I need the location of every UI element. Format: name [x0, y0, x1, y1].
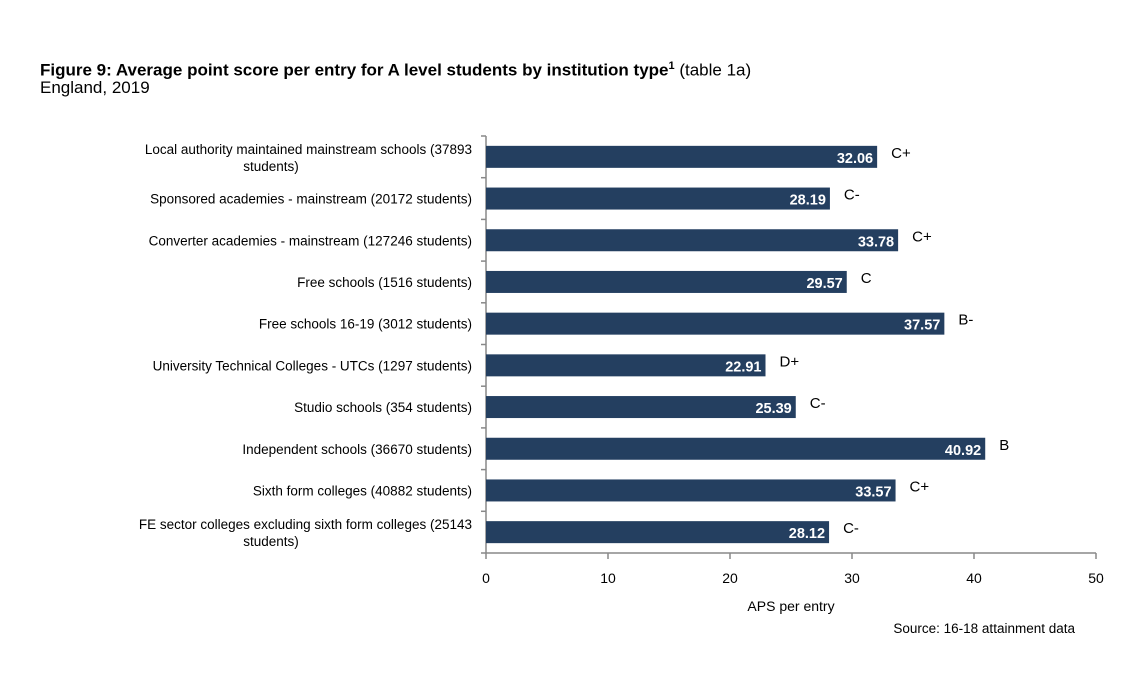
data-label: 28.19: [790, 193, 826, 209]
data-label: 33.57: [855, 484, 891, 500]
data-label: 28.12: [789, 526, 825, 542]
x-tick-label: 30: [844, 570, 860, 586]
data-label: 29.57: [806, 276, 842, 292]
category-label: Independent schools (36670 students): [242, 442, 472, 457]
x-tick-label: 10: [600, 570, 616, 586]
grade-label: C-: [844, 187, 860, 204]
category-label-line2: students): [243, 534, 299, 549]
x-tick-label: 20: [722, 570, 738, 586]
grade-label: C+: [910, 478, 930, 495]
category-label: Sixth form colleges (40882 students): [253, 483, 472, 498]
category-label: Sponsored academies - mainstream (20172 …: [150, 192, 472, 207]
data-label: 22.91: [725, 359, 761, 375]
bar: [486, 396, 796, 419]
chart-title: Figure 9: Average point score per entry …: [40, 60, 752, 80]
category-label: Local authority maintained mainstream sc…: [145, 142, 472, 157]
data-label: 33.78: [858, 234, 894, 250]
grade-label: C: [861, 270, 872, 287]
grade-label: C-: [810, 395, 826, 412]
category-label: Converter academies - mainstream (127246…: [149, 233, 472, 248]
category-label: Studio schools (354 students): [294, 400, 472, 415]
grade-label: B: [999, 437, 1009, 454]
x-tick-label: 50: [1088, 570, 1104, 586]
bar: [486, 521, 830, 544]
x-tick-label: 40: [966, 570, 982, 586]
bar: [486, 270, 847, 293]
grade-label: C+: [912, 228, 932, 245]
data-label: 32.06: [837, 151, 873, 167]
bar: [486, 229, 899, 252]
data-label: 40.92: [945, 443, 981, 459]
category-label: Free schools 16-19 (3012 students): [259, 317, 472, 332]
category-label: University Technical Colleges - UTCs (12…: [153, 358, 472, 373]
bar: [486, 145, 878, 168]
data-label: 37.57: [904, 318, 940, 334]
grade-label: B-: [958, 312, 973, 329]
category-label-line2: students): [243, 159, 299, 174]
bar: [486, 312, 945, 335]
category-label: Free schools (1516 students): [297, 275, 472, 290]
bar: [486, 187, 830, 210]
data-label: 25.39: [755, 401, 791, 417]
grade-label: D+: [780, 353, 800, 370]
category-label: FE sector colleges excluding sixth form …: [139, 517, 472, 532]
grade-label: C+: [891, 145, 911, 162]
bar: [486, 437, 986, 460]
source-note: Source: 16-18 attainment data: [893, 621, 1075, 636]
chart-subtitle: England, 2019: [40, 78, 150, 97]
x-tick-label: 0: [482, 570, 490, 586]
bar: [486, 479, 896, 502]
bar: [486, 354, 766, 377]
grade-label: C-: [843, 520, 859, 537]
x-axis-label: APS per entry: [747, 598, 834, 614]
